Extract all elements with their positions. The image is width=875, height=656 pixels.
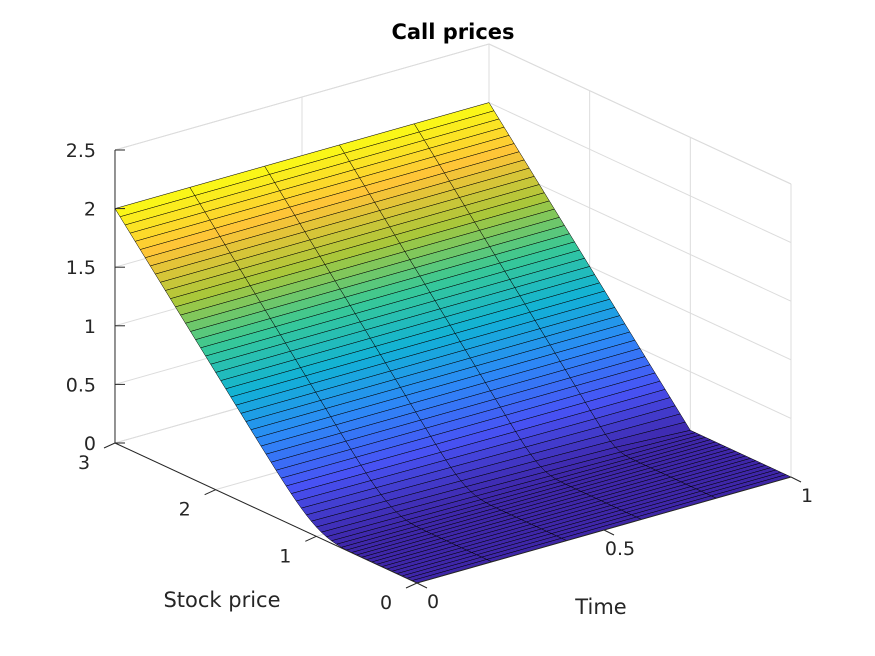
y-tick-label: 2 — [179, 499, 191, 521]
x-tick-label: 0.5 — [605, 538, 635, 560]
z-tick-label: 0.5 — [66, 374, 96, 396]
y-tick-label: 1 — [279, 545, 291, 567]
box-top-side — [488, 43, 792, 185]
z-tick-label: 2.5 — [66, 140, 96, 162]
y-axis-line — [114, 442, 418, 584]
chart-title: Call prices — [391, 20, 514, 44]
x-tick-mark — [790, 476, 802, 483]
y-tick-mark — [103, 442, 116, 449]
x-tick-mark — [603, 529, 615, 536]
z-tick-label: 1 — [84, 316, 96, 338]
x-tick-mark — [416, 582, 428, 589]
x-axis-label: Time — [574, 595, 626, 619]
grid-side-price-4 — [488, 102, 792, 244]
y-tick-mark — [204, 489, 216, 496]
x-tick-label: 1 — [801, 485, 813, 507]
y-tick-mark — [405, 582, 418, 589]
y-tick-label: 0 — [380, 592, 392, 614]
z-tick-label: 1.5 — [66, 257, 96, 279]
y-axis-label: Stock price — [163, 588, 280, 612]
z-tick-label: 2 — [84, 199, 96, 221]
x-tick-label: 0 — [427, 591, 439, 613]
y-tick-label: 3 — [78, 452, 90, 474]
z-tick-label: 0 — [84, 433, 96, 455]
box-top-back — [114, 43, 490, 151]
surface-layer — [114, 102, 792, 584]
y-tick-mark — [305, 535, 317, 542]
